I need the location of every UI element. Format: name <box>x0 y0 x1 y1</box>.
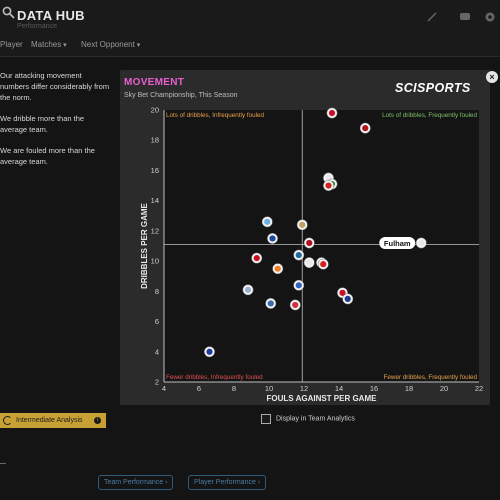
team-badge-color <box>362 125 369 132</box>
team-badge-color <box>325 182 332 189</box>
y-tick-label: 8 <box>155 287 159 296</box>
team-badge-color <box>206 348 213 355</box>
intermediate-analysis-button[interactable]: Intermediate Analysis i <box>0 413 106 428</box>
team-badge-color <box>306 259 313 266</box>
x-tick-label: 12 <box>300 384 308 393</box>
y-tick-label: 12 <box>151 226 159 235</box>
team-badge-color <box>306 239 313 247</box>
y-tick-label: 6 <box>155 317 159 326</box>
checkbox-label: Display in Team Analytics <box>276 415 355 423</box>
x-tick-label: 6 <box>197 384 201 393</box>
x-tick-label: 14 <box>335 384 343 393</box>
analysis-button-label: Intermediate Analysis <box>16 417 83 424</box>
x-tick-label: 16 <box>370 384 378 393</box>
team-badge-color <box>295 282 302 289</box>
pencil-icon[interactable] <box>426 11 438 23</box>
x-tick-label: 22 <box>475 384 483 393</box>
x-tick-label: 8 <box>232 384 236 393</box>
y-axis-label: DRIBBLES PER GAME <box>140 202 149 288</box>
page-subtitle: Performance <box>17 23 58 30</box>
team-badge-color <box>292 301 299 309</box>
team-badge-color <box>320 261 327 268</box>
highlight-label-bg <box>379 236 416 249</box>
brand-logo: SCISPORTS <box>395 81 471 95</box>
info-icon[interactable]: i <box>94 417 101 424</box>
card-subtitle: Sky Bet Championship, This Season <box>124 92 238 99</box>
insight-text: Our attacking movement numbers differ co… <box>0 71 110 102</box>
y-tick-label: 18 <box>151 136 159 145</box>
quadrant-label-top-right: Lots of dribbles, Frequently fouled <box>382 112 477 119</box>
page-title: DATA HUB <box>17 8 85 23</box>
close-button[interactable]: × <box>486 71 498 83</box>
player-performance-button[interactable]: Player Performance <box>188 475 267 490</box>
top-bar: DATA HUB Performance <box>0 0 500 36</box>
checkbox[interactable] <box>261 414 271 424</box>
quadrant-label-bottom-left: Fewer dribbles, Infrequently fouled <box>166 374 263 381</box>
chat-icon[interactable] <box>459 11 471 23</box>
quadrant-label-bottom-right: Fewer dribbles, Frequently fouled <box>384 374 478 381</box>
nav-item-matches[interactable]: Matches <box>31 40 67 49</box>
team-badge-color <box>339 289 346 296</box>
gear-icon[interactable] <box>484 11 496 23</box>
y-tick-label: 4 <box>155 347 159 356</box>
team-badge-color <box>295 251 302 259</box>
y-tick-label: 10 <box>151 257 159 266</box>
quadrant-label-top-left: Lots of dribbles, Infrequently fouled <box>166 112 265 119</box>
plot-area <box>164 110 479 382</box>
team-badge-color <box>269 235 276 242</box>
nav-item-player[interactable]: Player <box>0 40 23 49</box>
x-tick-label: 20 <box>440 384 448 393</box>
y-tick-label: 16 <box>151 166 159 175</box>
display-toggle[interactable]: Display in Team Analytics <box>261 414 355 424</box>
x-axis-label: FOULS AGAINST PER GAME <box>267 394 378 403</box>
team-badge-color <box>299 221 306 228</box>
y-tick-label: 2 <box>155 378 159 387</box>
x-tick-label: 10 <box>265 384 273 393</box>
team-badge-color <box>264 218 271 225</box>
sub-navigation: Player Matches Next Opponent <box>0 36 500 56</box>
insights-panel: Our attacking movement numbers differ co… <box>0 70 112 177</box>
search-icon[interactable] <box>2 6 16 20</box>
loading-icon <box>3 416 12 425</box>
nav-item-next-opponent[interactable]: Next Opponent <box>81 40 140 49</box>
team-badge-color <box>244 286 252 293</box>
y-tick-label: 20 <box>151 106 159 115</box>
team-badge-color <box>267 300 274 307</box>
team-badge-color <box>328 109 336 117</box>
card-title: MOVEMENT <box>124 77 185 88</box>
divider <box>0 463 6 464</box>
y-tick-label: 14 <box>151 196 159 205</box>
team-badge-color <box>418 239 425 247</box>
x-tick-label: 18 <box>405 384 413 393</box>
team-badge-color <box>344 295 351 302</box>
x-tick-label: 4 <box>162 384 166 393</box>
insight-text: We are fouled more than the average team… <box>0 146 95 166</box>
team-badge-color <box>253 254 260 262</box>
team-badge-color <box>274 265 281 272</box>
divider <box>0 56 500 57</box>
highlight-label: Fulham <box>384 239 411 248</box>
insight-text: We dribble more than the average team. <box>0 114 85 134</box>
team-performance-button[interactable]: Team Performance <box>98 475 174 490</box>
